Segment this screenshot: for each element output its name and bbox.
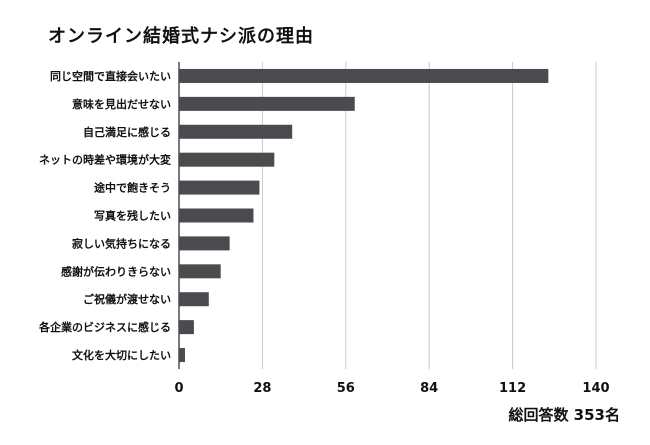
x-tick-label: 112 — [499, 381, 526, 396]
category-label: 意味を見出だせない — [72, 97, 171, 111]
bar — [179, 180, 260, 195]
category-label: 文化を大切にしたい — [72, 348, 171, 362]
category-label: 感謝が伝わりきらない — [61, 264, 171, 278]
x-tick-label: 84 — [420, 381, 438, 396]
x-tick-label: 0 — [174, 381, 183, 396]
bar — [179, 320, 194, 335]
bar — [179, 124, 293, 139]
bar — [179, 152, 275, 167]
category-label: 寂しい気持ちになる — [72, 236, 171, 250]
category-label: 写真を残したい — [94, 209, 171, 223]
bar — [179, 348, 185, 363]
x-tick-label: 140 — [582, 381, 609, 396]
bar — [179, 96, 355, 111]
category-label: ネットの時差や環境が大変 — [39, 153, 171, 167]
x-tick-label: 56 — [337, 381, 355, 396]
bar — [179, 292, 209, 307]
category-label: ご祝儀が渡せない — [83, 292, 171, 306]
bar — [179, 208, 254, 223]
chart-title: オンライン結婚式ナシ派の理由 — [48, 26, 314, 47]
category-label: 自己満足に感じる — [83, 125, 171, 139]
category-label: 同じ空間で直接会いたい — [50, 69, 171, 83]
x-tick-label: 28 — [253, 381, 271, 396]
category-label: 各企業のビジネスに感じる — [38, 320, 171, 334]
total-responses-note: 総回答数 353名 — [508, 406, 620, 424]
bar — [179, 236, 230, 251]
bar — [179, 68, 549, 83]
category-label: 途中で飽きそう — [94, 181, 171, 195]
bar — [179, 264, 221, 279]
